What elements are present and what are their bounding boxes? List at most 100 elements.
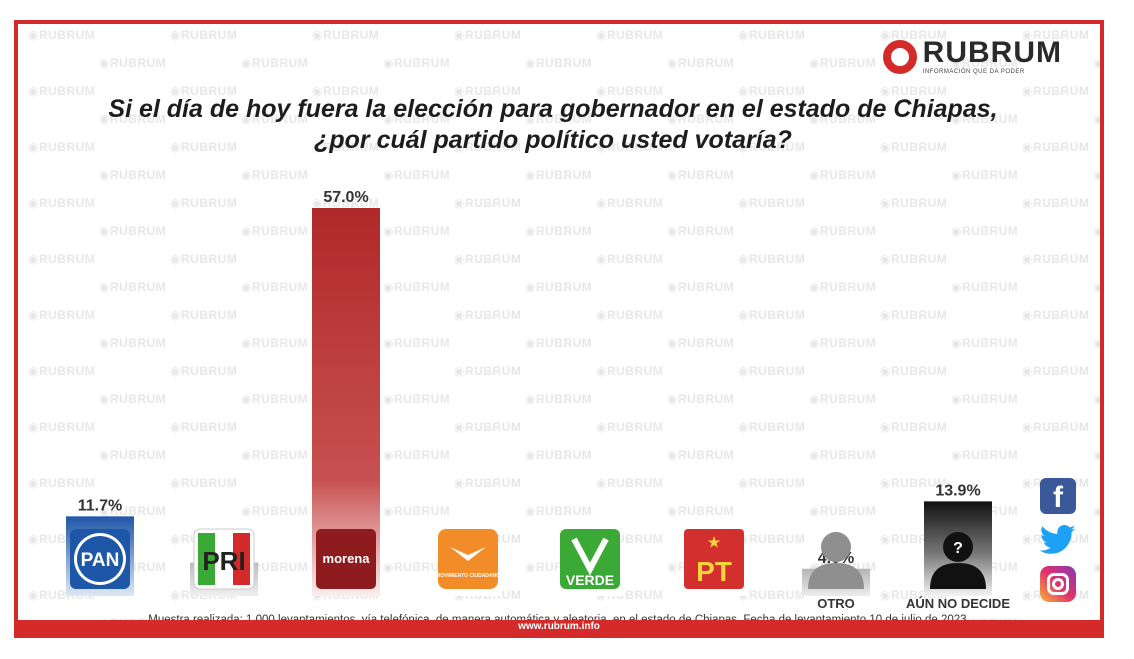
watermark-text: ◉RUBRUM (28, 140, 96, 154)
watermark-text: ◉RUBRUM (525, 392, 593, 406)
watermark-text: ◉RUBRUM (454, 420, 522, 434)
instagram-icon (1040, 566, 1076, 602)
watermark-text: ◉RUBRUM (170, 420, 238, 434)
watermark-text: ◉RUBRUM (1093, 224, 1104, 238)
watermark-text: ◉RUBRUM (28, 84, 96, 98)
watermark-text: ◉RUBRUM (383, 112, 451, 126)
watermark-text: ◉RUBRUM (28, 420, 96, 434)
party-logo-4: VERDE (560, 529, 620, 589)
watermark-text: ◉RUBRUM (596, 252, 664, 266)
watermark-text: ◉RUBRUM (1022, 252, 1090, 266)
website-link[interactable]: www.rubrum.info (518, 621, 600, 632)
watermark-text: ◉RUBRUM (28, 364, 96, 378)
watermark-text: ◉RUBRUM (809, 168, 877, 182)
watermark-text: ◉RUBRUM (99, 336, 167, 350)
watermark-text: ◉RUBRUM (809, 224, 877, 238)
watermark-text: ◉RUBRUM (525, 112, 593, 126)
watermark-text: ◉RUBRUM (525, 56, 593, 70)
watermark-text: ◉RUBRUM (383, 392, 451, 406)
watermark-text: ◉RUBRUM (1022, 196, 1090, 210)
watermark-text: ◉RUBRUM (99, 56, 167, 70)
watermark-text: ◉RUBRUM (312, 196, 380, 210)
watermark-text: ◉RUBRUM (667, 392, 735, 406)
watermark-text: ◉RUBRUM (241, 392, 309, 406)
watermark-text: ◉RUBRUM (454, 308, 522, 322)
watermark-text: ◉RUBRUM (809, 448, 877, 462)
watermark-background: ◉RUBRUM ◉RUBRUM ◉RUBRUM ◉RUBRUM ◉RUBRUM ◉RUBR… (18, 24, 1100, 634)
watermark-text: ◉RUBRUM (312, 28, 380, 42)
watermark-text: ◉RUBRUM (170, 252, 238, 266)
watermark-text: ◉RUBRUM (1093, 280, 1104, 294)
watermark-text: ◉RUBRUM (809, 56, 877, 70)
watermark-text: ◉RUBRUM (1022, 140, 1090, 154)
watermark-text: ◉RUBRUM (738, 364, 806, 378)
watermark-text: ◉RUBRUM (28, 28, 96, 42)
watermark-text: ◉RUBRUM (170, 364, 238, 378)
watermark-text: ◉RUBRUM (667, 168, 735, 182)
watermark-text: ◉RUBRUM (241, 112, 309, 126)
watermark-text: ◉RUBRUM (383, 280, 451, 294)
watermark-text: ◉RUBRUM (738, 308, 806, 322)
watermark-text: ◉RUBRUM (738, 532, 806, 546)
logo-text: ★ (708, 534, 721, 550)
watermark-text: ◉RUBRUM (241, 56, 309, 70)
watermark-text: ◉RUBRUM (880, 28, 948, 42)
watermark-text: ◉RUBRUM (596, 476, 664, 490)
watermark-text: ◉RUBRUM (951, 56, 1019, 70)
watermark-text: ◉RUBRUM (667, 336, 735, 350)
watermark-text: ◉RUBRUM (312, 84, 380, 98)
watermark-text: ◉RUBRUM (383, 560, 451, 574)
watermark-text: ◉RUBRUM (880, 84, 948, 98)
bar-chart: 11.7%4.9%57.0%2.5%4.0%2.0%4.0%13.9% PANP… (66, 189, 1010, 611)
watermark-text: ◉RUBRUM (951, 336, 1019, 350)
watermark-text: ◉RUBRUM (312, 140, 380, 154)
watermark-text: ◉RUBRUM (170, 140, 238, 154)
watermark-text: ◉RUBRUM (880, 364, 948, 378)
party-logo-1: PRI (193, 528, 255, 590)
watermark-text: ◉RUBRUM (738, 196, 806, 210)
watermark-text: ◉RUBRUM (241, 168, 309, 182)
watermark-text: ◉RUBRUM (99, 504, 167, 518)
watermark-text: ◉RUBRUM (170, 476, 238, 490)
watermark-text: ◉RUBRUM (880, 308, 948, 322)
watermark-text: ◉RUBRUM (383, 168, 451, 182)
watermark-text: ◉RUBRUM (596, 364, 664, 378)
party-logo-5: ★ PT (684, 529, 744, 589)
watermark-text: ◉RUBRUM (880, 196, 948, 210)
party-logo-0: PAN (70, 529, 130, 589)
category-label: AÚN NO DECIDE (906, 596, 1010, 611)
watermark-text: ◉RUBRUM (454, 196, 522, 210)
logo-text: morena (323, 551, 371, 566)
watermark-text: ◉RUBRUM (1022, 84, 1090, 98)
watermark-text: ◉RUBRUM (170, 84, 238, 98)
watermark-text: ◉RUBRUM (1093, 504, 1104, 518)
watermark-text: ◉RUBRUM (951, 224, 1019, 238)
watermark-text: ◉RUBRUM (454, 364, 522, 378)
watermark-text: ◉RUBRUM (383, 224, 451, 238)
value-label: 11.7% (78, 497, 122, 514)
watermark-text: ◉RUBRUM (1093, 392, 1104, 406)
social-icons: f (1040, 478, 1076, 602)
watermark-text: ◉RUBRUM (596, 196, 664, 210)
watermark-text: ◉RUBRUM (454, 252, 522, 266)
rubrum-logo-tagline: INFORMACIÓN QUE DA PODER (922, 69, 1025, 75)
watermark-text: ◉RUBRUM (1093, 56, 1104, 70)
watermark-text: ◉RUBRUM (170, 28, 238, 42)
watermark-text: ◉RUBRUM (738, 84, 806, 98)
watermark-text: ◉RUBRUM (809, 112, 877, 126)
watermark-text: ◉RUBRUM (99, 224, 167, 238)
twitter-icon (1040, 525, 1076, 554)
watermark-text: ◉RUBRUM (951, 112, 1019, 126)
watermark-text: ◉RUBRUM (596, 140, 664, 154)
watermark-text: ◉RUBRUM (525, 168, 593, 182)
watermark-text: ◉RUBRUM (28, 308, 96, 322)
watermark-text: ◉RUBRUM (170, 196, 238, 210)
watermark-text: ◉RUBRUM (28, 476, 96, 490)
watermark-text: ◉RUBRUM (880, 476, 948, 490)
watermark-text: ◉RUBRUM (738, 420, 806, 434)
watermark-text: ◉RUBRUM (241, 336, 309, 350)
watermark-text: ◉RUBRUM (880, 140, 948, 154)
value-label: 57.0% (323, 189, 368, 206)
party-logo-7: ? (930, 532, 986, 589)
watermark-text: ◉RUBRUM (667, 224, 735, 238)
